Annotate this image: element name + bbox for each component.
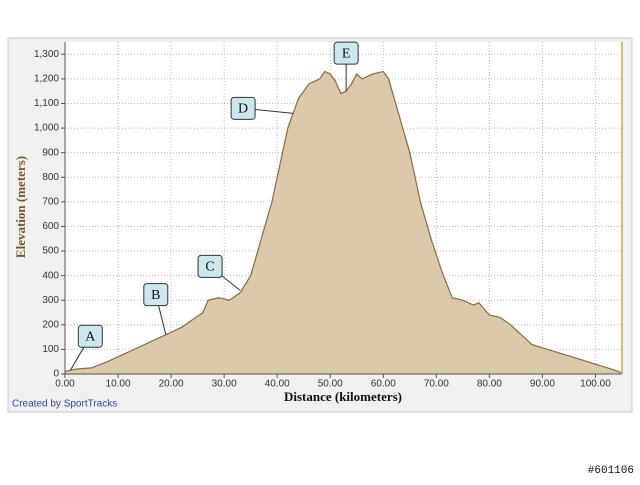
annotation: C xyxy=(197,254,241,291)
y-tick-label: 100 xyxy=(42,344,59,355)
annotation-box xyxy=(197,254,223,278)
x-tick-label: 0.00 xyxy=(55,379,75,390)
annotation-box xyxy=(333,41,359,65)
annotation-label: C xyxy=(205,260,214,275)
x-axis-label: Distance (kilometers) xyxy=(284,389,402,404)
x-tick-label: 20.00 xyxy=(159,379,184,390)
x-tick-label: 90.00 xyxy=(530,379,555,390)
annotation-label: A xyxy=(85,330,96,345)
area-line xyxy=(64,70,623,374)
annotation-label: B xyxy=(151,288,160,303)
annotation-box xyxy=(143,283,169,307)
y-tick-label: 1,000 xyxy=(34,123,59,134)
y-tick-label: 800 xyxy=(42,172,59,183)
y-tick-label: 1,100 xyxy=(34,98,59,109)
x-tick-label: 60.00 xyxy=(371,379,396,390)
watermark: #601106 xyxy=(588,465,634,477)
y-tick-label: 700 xyxy=(42,196,59,207)
x-tick-label: 80.00 xyxy=(477,379,502,390)
y-tick-label: 200 xyxy=(42,319,59,330)
y-tick-label: 600 xyxy=(42,221,59,232)
x-tick-label: 40.00 xyxy=(265,379,290,390)
y-tick-label: 0 xyxy=(53,369,59,380)
credit: Created by SportTracks xyxy=(12,399,117,410)
area-fill xyxy=(65,71,622,374)
x-tick-label: 70.00 xyxy=(424,379,449,390)
y-tick-label: 1,200 xyxy=(34,74,59,85)
y-tick-label: 1,300 xyxy=(34,49,59,60)
x-tick-label: 30.00 xyxy=(212,379,237,390)
annotation: B xyxy=(143,283,169,335)
annotation: A xyxy=(69,324,103,371)
y-tick-label: 500 xyxy=(42,246,59,257)
x-tick-label: 100.00 xyxy=(580,379,611,390)
annotation-label: E xyxy=(342,46,351,61)
annotation-label: D xyxy=(238,102,248,117)
annotation-box xyxy=(230,96,256,120)
y-tick-label: 400 xyxy=(42,270,59,281)
y-axis-label: Elevation (meters) xyxy=(13,156,28,258)
x-tick-label: 50.00 xyxy=(318,379,343,390)
y-tick-label: 300 xyxy=(42,295,59,306)
y-tick-label: 900 xyxy=(42,147,59,158)
annotation: D xyxy=(230,96,294,120)
annotation-box xyxy=(77,324,103,348)
x-tick-label: 10.00 xyxy=(106,379,131,390)
annotation: E xyxy=(333,41,359,92)
